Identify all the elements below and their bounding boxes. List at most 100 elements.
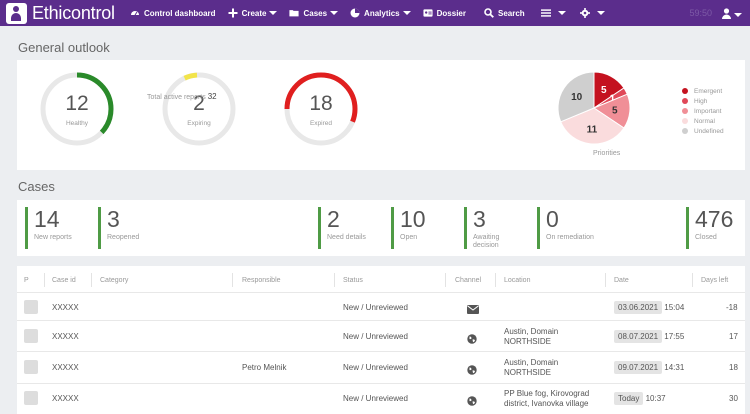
pie-value-label: 11	[587, 124, 598, 135]
brand[interactable]: Ethicontrol	[6, 2, 118, 24]
search-icon	[484, 8, 494, 18]
legend-label: Normal	[694, 117, 715, 125]
status: New / Unreviewed	[343, 363, 408, 372]
dashboard-icon	[130, 8, 140, 18]
stat-value: 3	[107, 206, 120, 232]
gauge-expiring[interactable]: 2 Expiring	[161, 71, 237, 147]
row-divider	[17, 320, 745, 321]
pie-value-label: 1	[610, 94, 616, 105]
stat-value: 476	[695, 206, 734, 232]
pie-slice-undefined[interactable]	[557, 71, 595, 123]
stat-label: Need details	[327, 234, 366, 241]
dossier-icon	[423, 8, 433, 18]
days-left: -18	[726, 303, 738, 312]
nav-settings[interactable]	[579, 8, 605, 18]
gauge-value: 12	[65, 92, 89, 115]
column-header-priority[interactable]: P	[24, 277, 29, 284]
status: New / Unreviewed	[343, 332, 408, 341]
top-nav: Ethicontrol Control dashboard Create Cas…	[0, 0, 750, 26]
chevron-down-icon	[330, 11, 339, 15]
date-cell: 08.07.2021 17:55	[614, 330, 684, 343]
user-icon	[722, 6, 731, 24]
time: 15:04	[664, 303, 685, 312]
nav-analytics[interactable]: Analytics	[350, 8, 411, 18]
stat-closed[interactable]: 476 Closed	[686, 207, 733, 249]
gauge-healthy[interactable]: 12 Healthy	[39, 71, 115, 147]
stat-new-reports[interactable]: 14 New reports	[25, 207, 72, 249]
chevron-down-icon	[402, 11, 411, 15]
column-divider	[605, 273, 606, 287]
cases-title: Cases	[18, 179, 55, 194]
stat-label: Closed	[695, 234, 717, 241]
stat-label: New reports	[34, 234, 72, 241]
date-badge: Today	[614, 392, 644, 405]
column-header-status[interactable]: Status	[343, 277, 363, 284]
date-cell: 09.07.2021 14:31	[614, 361, 684, 374]
nav-menu[interactable]	[540, 8, 566, 18]
chevron-down-icon	[596, 11, 605, 15]
priorities-label: Priorities	[593, 150, 621, 157]
stat-value: 14	[34, 206, 60, 232]
stat-label: Reopened	[107, 234, 140, 241]
case-id: XXXXX	[52, 363, 79, 372]
stat-value: 0	[546, 206, 559, 232]
chevron-down-icon	[269, 11, 278, 15]
legend-item-high[interactable]: High	[682, 96, 724, 106]
column-header-case-id[interactable]: Case id	[52, 277, 76, 284]
column-header-days-left[interactable]: Days left	[701, 277, 729, 284]
column-header-date[interactable]: Date	[614, 277, 629, 284]
days-left: 30	[729, 394, 738, 403]
stat-awaiting-decision[interactable]: 3 Awaiting decision	[464, 207, 524, 249]
stat-open[interactable]: 10 Open	[391, 207, 426, 249]
folder-icon	[289, 8, 300, 18]
total-active-reports: Total active reports 32	[147, 92, 217, 101]
priority-checkbox[interactable]	[24, 391, 38, 405]
responsible: Petro Melnik	[242, 363, 287, 372]
priority-checkbox[interactable]	[24, 300, 38, 314]
column-divider	[334, 273, 335, 287]
priority-checkbox[interactable]	[24, 360, 38, 374]
legend-item-normal[interactable]: Normal	[682, 116, 724, 126]
date-cell: 03.06.2021 15:04	[614, 301, 684, 314]
date-badge: 08.07.2021	[614, 330, 663, 343]
stat-need-details[interactable]: 2 Need details	[318, 207, 366, 249]
globe-icon	[467, 393, 477, 411]
stat-on-remediation[interactable]: 0 On remediation	[537, 207, 607, 249]
nav-create[interactable]: Create	[228, 8, 278, 18]
column-divider	[91, 273, 92, 287]
user-menu[interactable]	[722, 6, 742, 24]
gauge-progress-arc	[284, 72, 358, 146]
stat-reopened[interactable]: 3 Reopened	[98, 207, 139, 249]
priorities-pie-chart[interactable]: 515 11 10	[557, 71, 631, 145]
chevron-down-icon	[734, 13, 742, 17]
column-header-responsible[interactable]: Responsible	[242, 277, 281, 284]
general-outlook-panel	[17, 60, 745, 170]
nav-label: Dossier	[436, 8, 466, 18]
legend-item-undefined[interactable]: Undefined	[682, 126, 724, 136]
priority-checkbox[interactable]	[24, 329, 38, 343]
pie-value-label: 10	[571, 92, 583, 103]
column-header-channel[interactable]: Channel	[455, 277, 482, 284]
pie-slice-normal[interactable]	[560, 107, 625, 145]
hamburger-icon	[540, 8, 551, 18]
gauge-expired[interactable]: 18 Expired	[283, 71, 359, 147]
nav-search[interactable]: Search	[484, 8, 525, 18]
cases-stats-panel	[17, 200, 745, 256]
nav-dossier[interactable]: Dossier	[423, 8, 466, 18]
legend-dot	[682, 98, 688, 104]
location: Austin, Domain NORTHSIDE	[504, 327, 559, 346]
nav-cases[interactable]: Cases	[289, 8, 339, 18]
total-label: Total active reports	[147, 94, 206, 101]
nav-label: Create	[241, 8, 267, 18]
globe-icon	[467, 362, 477, 380]
gauge-progress-arc	[162, 72, 236, 146]
legend-label: Emergent	[694, 87, 723, 95]
logo-icon	[6, 2, 27, 24]
legend-item-important[interactable]: Important	[682, 106, 724, 116]
nav-control-dashboard[interactable]: Control dashboard	[130, 8, 216, 18]
column-header-category[interactable]: Category	[100, 277, 129, 284]
column-divider	[692, 273, 693, 287]
legend-item-emergent[interactable]: Emergent	[682, 86, 724, 96]
stat-label: Awaiting decision	[473, 234, 500, 249]
column-header-location[interactable]: Location	[504, 277, 531, 284]
